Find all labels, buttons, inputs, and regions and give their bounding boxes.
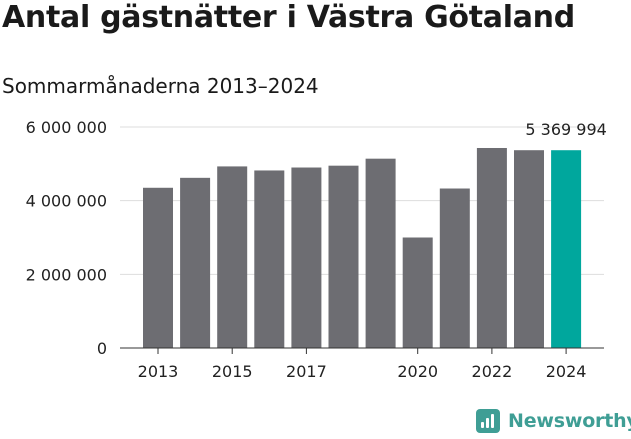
chart-title: Antal gästnätter i Västra Götaland (2, 0, 575, 35)
annotations: 5 369 994 (525, 120, 606, 139)
bar (254, 170, 285, 348)
newsworthy-logo-icon (476, 409, 500, 433)
bar (180, 177, 211, 348)
bar (217, 166, 248, 348)
y-tick-label: 0 (97, 339, 107, 358)
x-axis-ticks: 2013 2015 2017 2020 2022 2024 (138, 348, 587, 381)
x-tick-label: 2017 (286, 362, 327, 381)
highlight-value-label: 5 369 994 (525, 120, 606, 139)
bars (143, 147, 582, 348)
bar (439, 188, 470, 348)
bar (143, 187, 173, 348)
x-tick-label: 2022 (472, 362, 513, 381)
y-tick-label: 2 000 000 (26, 265, 107, 284)
x-tick-label: 2013 (138, 362, 179, 381)
x-tick-label: 2020 (397, 362, 438, 381)
y-tick-label: 6 000 000 (26, 118, 107, 137)
bar (291, 167, 322, 348)
newsworthy-logo: Newsworthy (476, 409, 631, 433)
x-tick-label: 2024 (546, 362, 587, 381)
bar (476, 147, 507, 348)
chart-subtitle: Sommarmånaderna 2013–2024 (2, 74, 319, 98)
bar (402, 237, 433, 348)
brand-name: Newsworthy (508, 410, 631, 432)
bar (365, 158, 396, 348)
y-tick-label: 4 000 000 (26, 192, 107, 211)
bar (514, 150, 544, 348)
x-tick-label: 2015 (212, 362, 253, 381)
bar (551, 150, 582, 348)
bar (328, 165, 359, 348)
y-axis-ticks: 0 2 000 000 4 000 000 6 000 000 (26, 118, 107, 358)
